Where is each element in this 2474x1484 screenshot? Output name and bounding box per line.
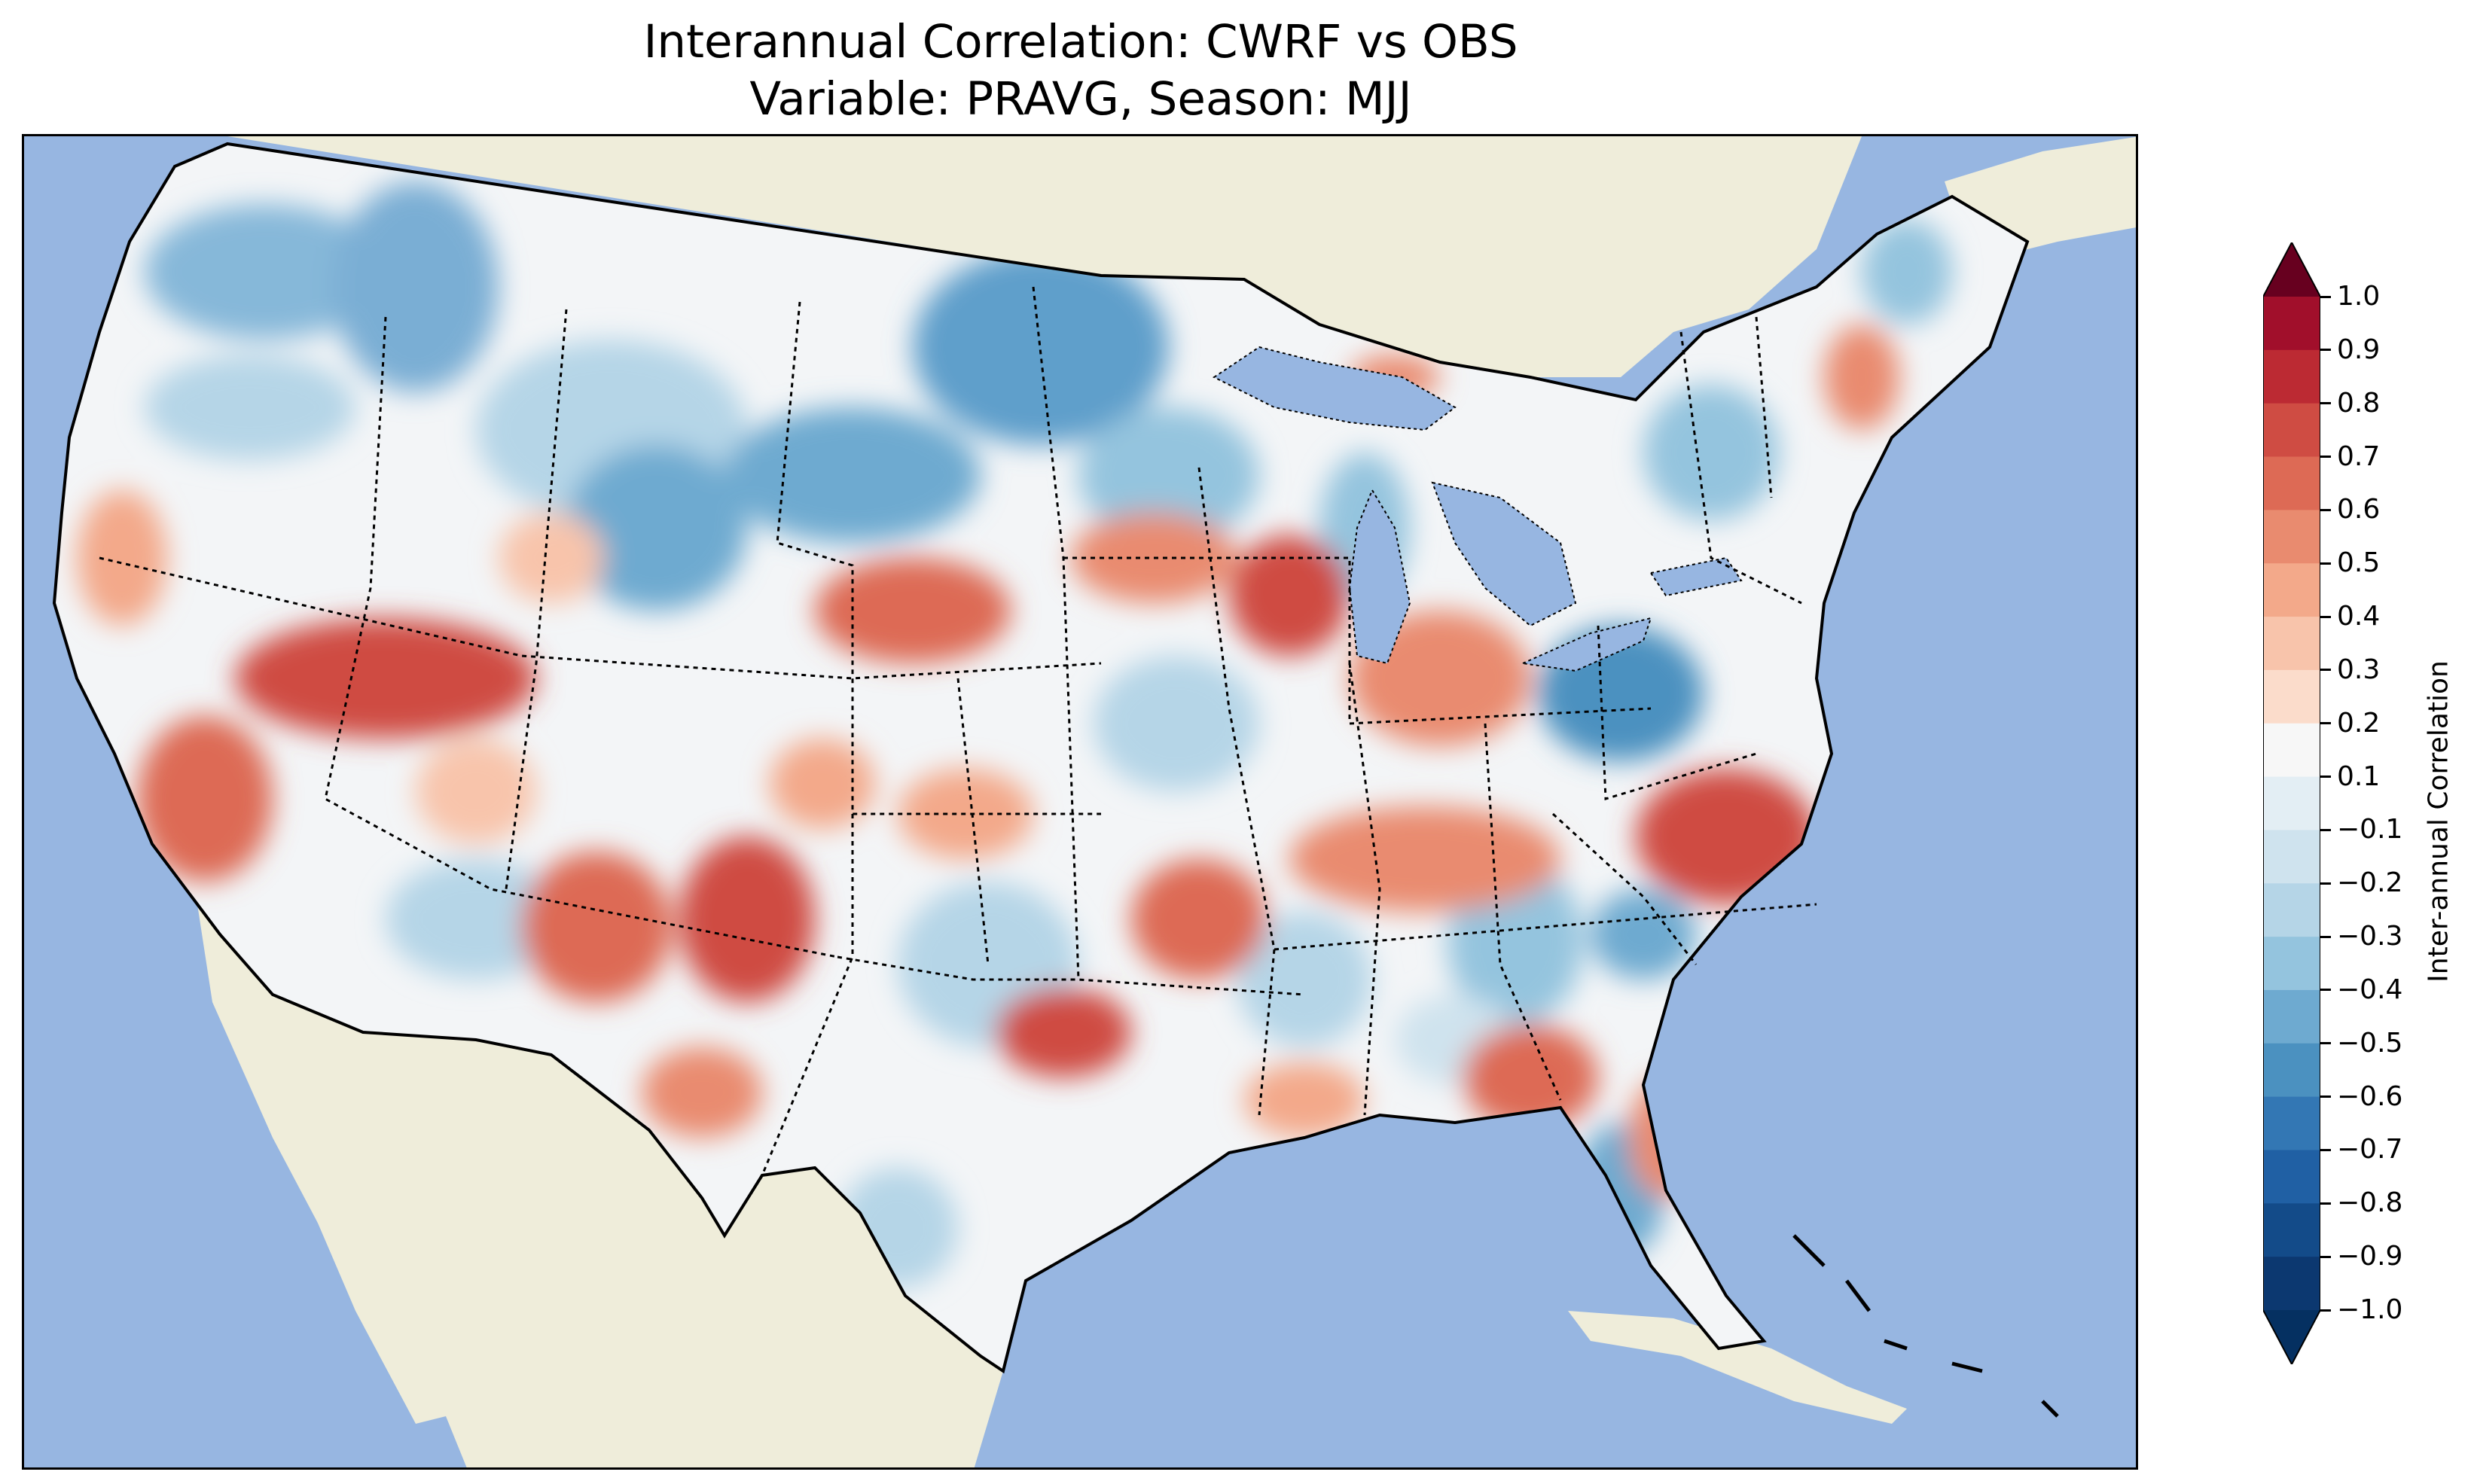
colorbar-band: [2263, 1150, 2320, 1204]
map-canvas: [24, 136, 2136, 1467]
colorbar-tick-label: −0.5: [2337, 1027, 2403, 1059]
state-borders: [99, 286, 1817, 1176]
colorbar-label: Inter-annual Correlation: [2423, 660, 2454, 983]
colorbar-tick-mark: [2320, 456, 2331, 459]
lake-ontario: [1649, 556, 1743, 597]
colorbar-tick-label: −0.8: [2337, 1187, 2403, 1219]
colorbar-band: [2263, 510, 2320, 564]
title-line-2: Variable: PRAVG, Season: MJJ: [749, 72, 1412, 126]
cuba-land: [1568, 1311, 1907, 1424]
colorbar-tick-mark: [2320, 508, 2331, 511]
colorbar-band: [2263, 1043, 2320, 1098]
title-line-1: Interannual Correlation: CWRF vs OBS: [643, 15, 1518, 69]
colorbar-band: [2263, 989, 2320, 1044]
colorbar-tick-mark: [2320, 615, 2331, 618]
colorbar-tick-mark: [2320, 295, 2331, 298]
colorbar-tick-label: 0.3: [2337, 654, 2381, 685]
lake-michigan: [1348, 488, 1411, 665]
colorbar: [2263, 242, 2320, 1364]
colorbar-tick-mark: [2320, 776, 2331, 779]
colorbar-tick-label: 0.4: [2337, 601, 2381, 632]
figure-title: Interannual Correlation: CWRF vs OBS Var…: [23, 14, 2139, 128]
colorbar-band: [2263, 403, 2320, 458]
colorbar-tick-mark: [2320, 1309, 2331, 1312]
caribbean-islands: [1792, 1234, 2059, 1418]
colorbar-extend-max: [2263, 242, 2320, 297]
colorbar-tick-label: −0.2: [2337, 867, 2403, 899]
colorbar-tick-label: −0.1: [2337, 814, 2403, 846]
lake-huron: [1431, 481, 1577, 627]
colorbar-tick-label: −0.4: [2337, 974, 2403, 1005]
colorbar-band: [2263, 456, 2320, 510]
canada-land: [227, 136, 1862, 377]
lake-superior: [1213, 346, 1457, 431]
colorbar-tick-mark: [2320, 1042, 2331, 1045]
colorbar-tick-mark: [2320, 1255, 2331, 1258]
colorbar-tick-label: 0.2: [2337, 707, 2381, 739]
lake-erie: [1520, 617, 1652, 672]
colorbar-ticks: 1.0 0.9 0.8 0.7 0.6 0.5 0.4 0.3 0.2 0.1 −0.1 −0.2 −0…: [2320, 0, 2411, 1484]
colorbar-extend-min: [2263, 1310, 2320, 1364]
colorbar-band: [2263, 883, 2320, 937]
colorbar-tick-label: 0.7: [2337, 440, 2381, 472]
colorbar-tick-label: 0.9: [2337, 334, 2381, 365]
colorbar-band: [2263, 349, 2320, 404]
colorbar-tick-mark: [2320, 828, 2331, 831]
colorbar-tick-label: 0.8: [2337, 387, 2381, 419]
map-panel: [22, 134, 2138, 1470]
colorbar-band: [2263, 617, 2320, 671]
colorbar-tick-mark: [2320, 402, 2331, 405]
baja-land: [205, 934, 446, 1424]
colorbar-tick-label: −0.3: [2337, 921, 2403, 952]
colorbar-tick-mark: [2320, 935, 2331, 938]
colorbar-tick-mark: [2320, 722, 2331, 725]
colorbar-band: [2263, 1203, 2320, 1257]
colorbar-band: [2263, 1257, 2320, 1311]
colorbar-tick-mark: [2320, 989, 2331, 992]
colorbar-tick-label: −0.6: [2337, 1080, 2403, 1112]
colorbar-band: [2263, 937, 2320, 991]
colorbar-tick-mark: [2320, 562, 2331, 565]
colorbar-band: [2263, 776, 2320, 830]
colorbar-tick-label: 0.1: [2337, 760, 2381, 792]
colorbar-tick-label: 1.0: [2337, 281, 2381, 312]
colorbar-tick-mark: [2320, 1202, 2331, 1205]
colorbar-tick-mark: [2320, 882, 2331, 885]
colorbar-tick-label: 0.6: [2337, 494, 2381, 526]
colorbar-tick-mark: [2320, 669, 2331, 672]
colorbar-band: [2263, 830, 2320, 884]
colorbar-tick-label: 0.5: [2337, 547, 2381, 579]
colorbar-band: [2263, 723, 2320, 778]
colorbar-band: [2263, 563, 2320, 617]
colorbar-tick-mark: [2320, 1095, 2331, 1099]
coastline: [52, 142, 2030, 1374]
great-lakes: [1213, 346, 1743, 672]
colorbar-tick-label: −0.9: [2337, 1241, 2403, 1272]
colorbar-band: [2263, 669, 2320, 724]
colorbar-tick-mark: [2320, 349, 2331, 352]
colorbar-tick-label: −1.0: [2337, 1294, 2403, 1325]
colorbar-band: [2263, 1096, 2320, 1150]
colorbar-tick-label: −0.7: [2337, 1134, 2403, 1166]
colorbar-tick-mark: [2320, 1148, 2331, 1151]
colorbar-band: [2263, 297, 2320, 351]
